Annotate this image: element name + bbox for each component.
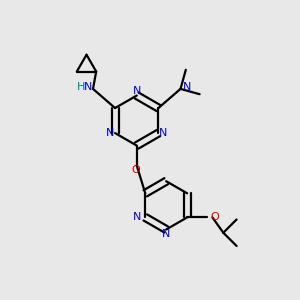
Text: N: N bbox=[183, 82, 191, 92]
Text: N: N bbox=[162, 229, 170, 239]
Text: H: H bbox=[76, 82, 85, 92]
Text: O: O bbox=[210, 212, 219, 222]
Text: O: O bbox=[131, 165, 140, 175]
Text: N: N bbox=[159, 128, 168, 138]
Text: N: N bbox=[133, 212, 141, 222]
Text: N: N bbox=[106, 128, 114, 138]
Text: N: N bbox=[83, 82, 92, 92]
Text: N: N bbox=[133, 86, 141, 96]
